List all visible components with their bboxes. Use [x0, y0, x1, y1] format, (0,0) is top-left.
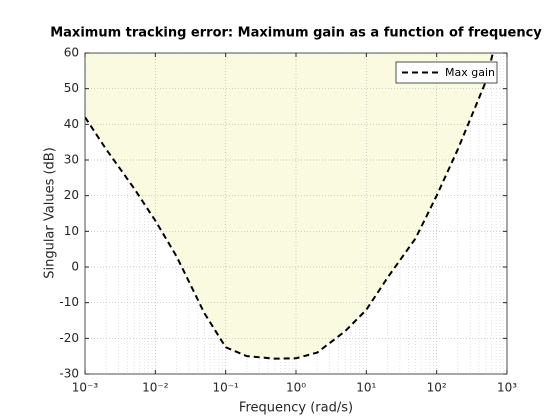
plot-area	[85, 53, 507, 374]
y-tick-label: 10	[64, 224, 79, 238]
y-tick-label: 40	[64, 117, 79, 131]
x-tick-label: 10⁰	[286, 381, 306, 395]
x-axis-label: Frequency (rad/s)	[239, 401, 353, 416]
y-tick-label: -20	[59, 331, 79, 345]
legend-label: Max gain	[445, 66, 495, 79]
y-tick-label: 60	[64, 46, 79, 60]
shaded-region	[85, 53, 493, 359]
x-tick-label: 10⁻¹	[212, 381, 239, 395]
x-tick-label: 10³	[497, 381, 517, 395]
y-tick-label: 50	[64, 81, 79, 95]
x-tick-label: 10⁻³	[72, 381, 99, 395]
y-axis-label: Singular Values (dB)	[43, 147, 58, 279]
chart-title: Maximum tracking error: Maximum gain as …	[50, 26, 542, 41]
x-tick-label: 10¹	[356, 381, 376, 395]
y-tick-label: 0	[71, 260, 79, 274]
x-tick-label: 10²	[427, 381, 447, 395]
legend-box	[395, 61, 498, 84]
x-tick-label: 10⁻²	[142, 381, 169, 395]
y-tick-label: 20	[64, 188, 79, 202]
line-series	[85, 53, 494, 360]
y-tick-label: -30	[59, 367, 79, 381]
y-tick-label: -10	[59, 295, 79, 309]
y-tick-label: 30	[64, 153, 79, 167]
